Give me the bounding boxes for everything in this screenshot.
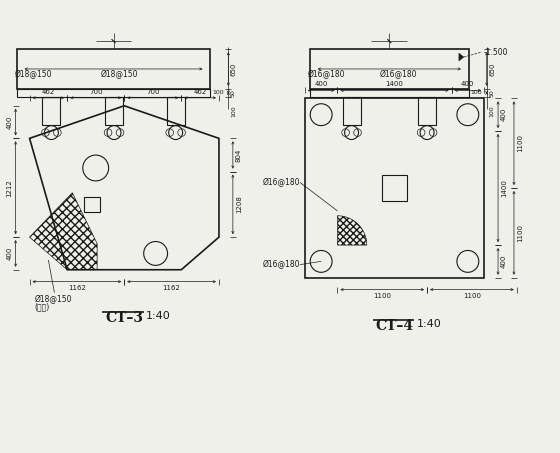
- Text: (方形): (方形): [35, 303, 50, 312]
- Text: 650: 650: [489, 62, 495, 76]
- Text: 1100: 1100: [517, 224, 523, 242]
- Bar: [105, 97, 123, 125]
- Text: Ø16@180: Ø16@180: [308, 70, 346, 79]
- Text: 100: 100: [489, 105, 494, 116]
- Bar: [418, 97, 436, 125]
- Text: 400: 400: [7, 116, 13, 129]
- Text: 1162: 1162: [68, 284, 86, 291]
- Text: 100: 100: [212, 90, 224, 95]
- Text: 1100: 1100: [374, 293, 391, 299]
- Text: Ø16@180: Ø16@180: [379, 70, 417, 79]
- Text: 1212: 1212: [7, 179, 13, 197]
- Text: 1100: 1100: [517, 134, 523, 152]
- Text: 700: 700: [89, 89, 102, 95]
- Bar: [343, 97, 361, 125]
- Text: Ø16@180: Ø16@180: [263, 260, 300, 269]
- Text: 1:40: 1:40: [416, 319, 441, 329]
- Text: 50: 50: [231, 89, 236, 96]
- Text: 462: 462: [42, 89, 55, 95]
- Text: 700: 700: [146, 89, 160, 95]
- Text: Ø18@150: Ø18@150: [101, 70, 139, 79]
- Text: -1.500: -1.500: [484, 48, 508, 57]
- Text: 1400: 1400: [501, 179, 507, 197]
- Text: 400: 400: [501, 108, 507, 121]
- Polygon shape: [459, 53, 464, 61]
- Text: 1400: 1400: [385, 82, 403, 87]
- Bar: [310, 49, 469, 89]
- Text: 400: 400: [7, 247, 13, 260]
- Bar: [17, 49, 211, 89]
- Text: 100: 100: [471, 90, 483, 95]
- Text: Ø18@150: Ø18@150: [15, 70, 52, 79]
- Text: CT–3: CT–3: [105, 312, 143, 325]
- Bar: [17, 89, 211, 97]
- Text: 650: 650: [231, 62, 237, 76]
- Text: 1100: 1100: [463, 293, 481, 299]
- Text: 400: 400: [501, 255, 507, 268]
- Text: 400: 400: [461, 82, 474, 87]
- Bar: [85, 197, 100, 212]
- Text: 1162: 1162: [162, 284, 180, 291]
- Bar: [382, 175, 407, 201]
- Text: CT–4: CT–4: [375, 319, 413, 333]
- Bar: [310, 89, 469, 97]
- Text: 400: 400: [315, 82, 328, 87]
- Bar: [305, 98, 484, 278]
- Bar: [43, 97, 60, 125]
- Text: 462: 462: [194, 89, 207, 95]
- Text: Ø18@150: Ø18@150: [35, 294, 72, 304]
- Text: 804: 804: [236, 148, 242, 162]
- Text: 1208: 1208: [236, 195, 242, 213]
- Text: 50: 50: [489, 89, 494, 96]
- Text: Ø16@180: Ø16@180: [263, 178, 300, 187]
- Text: 100: 100: [231, 105, 236, 116]
- Bar: [167, 97, 185, 125]
- Text: 1:40: 1:40: [146, 312, 171, 322]
